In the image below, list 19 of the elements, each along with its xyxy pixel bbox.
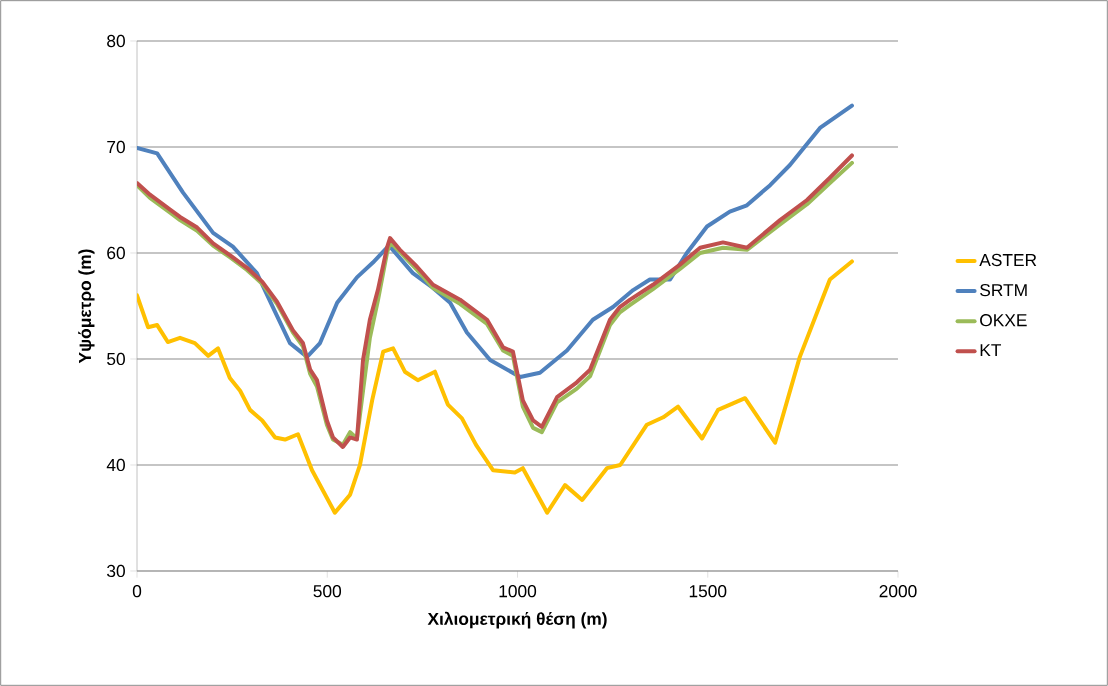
x-tick-label: 1000 [499,585,537,598]
x-axis-title: Χιλιομετρική θέση (m) [427,611,607,629]
y-axis-title: Υψόμετρο (m) [78,249,95,364]
y-tick-label: 80 [107,34,125,48]
x-tick-label: 500 [313,585,342,598]
x-tick-label: 2000 [879,585,917,598]
line-series [137,103,854,380]
legend-label: SRTM [980,283,1027,297]
y-tick-label: 70 [107,140,125,154]
y-tick-label: 50 [107,352,125,366]
y-tick-label: 30 [107,564,125,578]
x-tick-label: 1500 [689,585,727,598]
legend-label: ΟΚΧΕ [980,314,1027,327]
y-tick-label: 60 [107,246,125,260]
y-tick-label: 40 [106,458,125,472]
x-tick-label: 0 [132,585,142,598]
legend-label: ΚΤ [980,344,1002,357]
legend-label: ASTER [979,253,1037,267]
line-series [137,259,854,515]
